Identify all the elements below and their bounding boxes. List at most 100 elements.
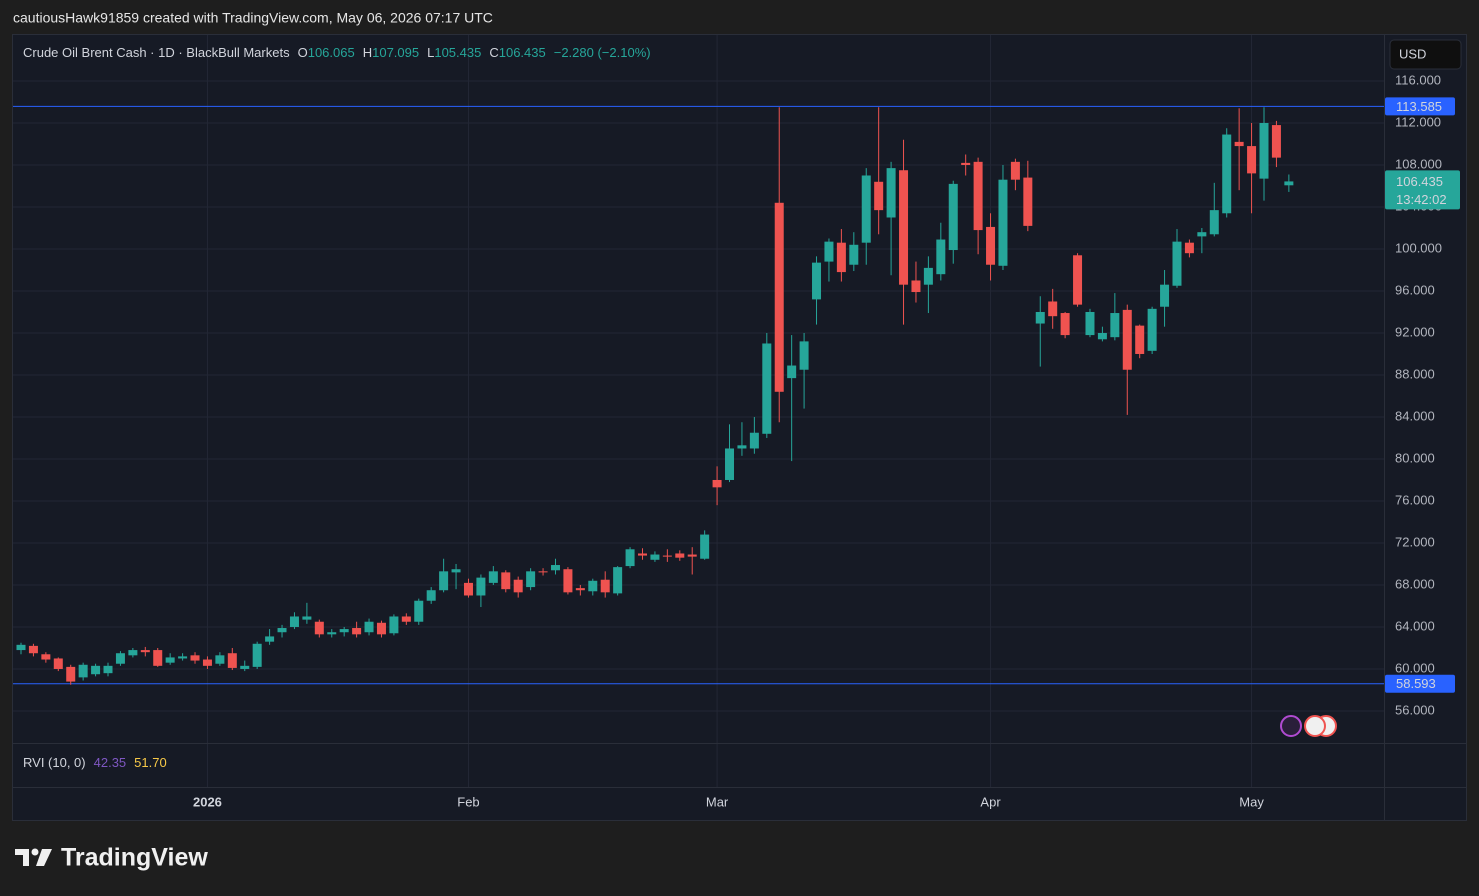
candle-body xyxy=(948,183,958,251)
candle-body xyxy=(1122,309,1132,370)
y-tick-label: 92.000 xyxy=(1395,324,1435,339)
candle-body xyxy=(998,179,1008,266)
y-tick-label: 64.000 xyxy=(1395,618,1435,633)
indicator-reading: 51.70 xyxy=(134,755,167,770)
candle-body xyxy=(625,549,635,567)
candle-body xyxy=(650,554,660,560)
open-value: 106.065 xyxy=(308,45,355,60)
candle-body xyxy=(526,571,536,588)
candle-body xyxy=(1247,146,1257,174)
candle-body xyxy=(227,653,237,668)
price-label: 58.593 xyxy=(1396,676,1436,691)
currency[interactable]: USD xyxy=(1399,46,1426,61)
icon[interactable] xyxy=(1304,715,1326,737)
indicator-name: RVI (10, 0) xyxy=(23,755,86,770)
candle-body xyxy=(600,579,610,593)
ohlc-letter: O xyxy=(298,45,308,60)
candle-body xyxy=(1197,232,1207,237)
candle-body xyxy=(501,572,511,590)
caption: cautiousHawk91859 created with TradingVi… xyxy=(13,10,493,26)
candle-body xyxy=(153,650,163,666)
candle-body xyxy=(737,445,747,449)
ohlc-letter: C xyxy=(489,45,498,60)
x-tick-label: Apr xyxy=(980,794,1001,809)
candle-body xyxy=(265,636,275,642)
candle-body xyxy=(936,239,946,275)
y-tick-label: 76.000 xyxy=(1395,492,1435,507)
y-tick-label: 96.000 xyxy=(1395,282,1435,297)
candle-body xyxy=(700,534,710,559)
candle-body xyxy=(812,262,822,300)
icon[interactable] xyxy=(1280,715,1302,737)
candle-body xyxy=(1035,311,1045,324)
candle-body xyxy=(16,644,26,651)
x-tick-label: Feb xyxy=(457,794,479,809)
candle-body xyxy=(1209,210,1219,235)
price-label-box xyxy=(1385,674,1455,693)
candle-body xyxy=(41,654,51,660)
candle-body xyxy=(215,655,225,664)
candle-body xyxy=(451,569,461,573)
candle-body xyxy=(252,643,262,667)
candle-body xyxy=(401,616,411,622)
candle-body xyxy=(787,365,797,379)
candle-body xyxy=(339,629,349,633)
y-tick-label: 72.000 xyxy=(1395,534,1435,549)
candle-body xyxy=(849,244,859,265)
candle-body xyxy=(749,432,759,449)
candle-body xyxy=(439,571,449,591)
current-price-box xyxy=(1385,170,1460,210)
x-tick-label: Mar xyxy=(706,794,729,809)
candle-body xyxy=(202,659,212,666)
x-tick-label: 2026 xyxy=(193,794,222,809)
candle-body xyxy=(289,616,299,627)
candle-body xyxy=(1073,255,1083,305)
logo xyxy=(15,848,52,866)
candle-body xyxy=(613,567,623,594)
price-label-box xyxy=(1385,97,1455,116)
y-tick-label: 84.000 xyxy=(1395,408,1435,423)
candle-body xyxy=(476,577,486,596)
symbol-title: Crude Oil Brent Cash · 1D · BlackBull Ma… xyxy=(23,45,290,60)
candle-body xyxy=(513,579,523,593)
x-tick-label: May xyxy=(1239,794,1264,809)
legend: Crude Oil Brent Cash · 1D · BlackBull Ma… xyxy=(23,45,651,60)
candle-body xyxy=(961,162,971,165)
candle-body xyxy=(774,202,784,392)
candle-body xyxy=(28,645,38,654)
candle-body xyxy=(53,658,63,669)
candle-body xyxy=(1135,325,1145,354)
candle-body xyxy=(1085,311,1095,336)
logo-mark xyxy=(15,849,29,866)
candle-body xyxy=(1184,242,1194,254)
indicator-reading: 42.35 xyxy=(94,755,127,770)
candle-body xyxy=(240,665,250,669)
candle-body xyxy=(1110,313,1120,338)
candle-body xyxy=(1048,301,1058,317)
candle-body xyxy=(923,267,933,285)
candle-body xyxy=(190,655,200,661)
candle-body xyxy=(1147,308,1157,351)
candle-body xyxy=(1271,125,1281,158)
logo-mark xyxy=(31,848,39,856)
candle-body xyxy=(575,588,585,591)
indicator-legend: RVI (10, 0) 42.35 51.70 xyxy=(23,755,167,770)
currency-button[interactable] xyxy=(1389,39,1462,70)
price-label: 113.585 xyxy=(1396,99,1442,114)
candle-body xyxy=(165,657,175,663)
candle-body xyxy=(899,170,909,285)
candle-body xyxy=(314,621,324,635)
candle-body xyxy=(1060,313,1070,336)
candle-body xyxy=(389,616,399,634)
candle-body xyxy=(178,656,188,659)
low-value: 105.435 xyxy=(434,45,481,60)
candle-body xyxy=(725,448,735,480)
y-tick-label: 112.000 xyxy=(1395,114,1441,129)
candle-body xyxy=(66,666,76,682)
close-value: 106.435 xyxy=(499,45,546,60)
candle-body xyxy=(1010,161,1020,180)
high-value: 107.095 xyxy=(372,45,419,60)
event-icons[interactable] xyxy=(1280,715,1337,737)
candle-body xyxy=(128,650,138,656)
